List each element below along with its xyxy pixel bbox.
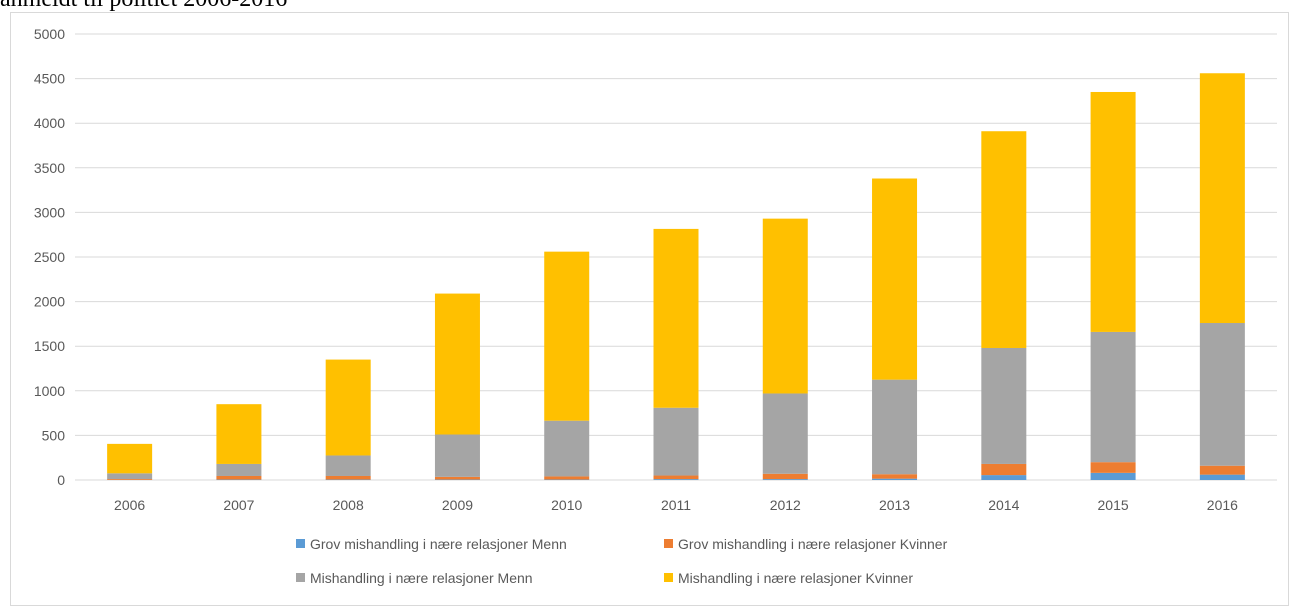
bar-segment bbox=[544, 476, 590, 480]
bar-segment bbox=[1090, 91, 1136, 332]
bar-segment bbox=[762, 479, 808, 480]
legend: Grov mishandling i nære relasjoner Menn G… bbox=[296, 536, 948, 586]
bar-segment bbox=[325, 359, 371, 456]
legend-item: Mishandling i nære relasjoner Menn bbox=[296, 570, 533, 586]
bar-segment bbox=[216, 475, 262, 480]
legend-swatch bbox=[296, 573, 305, 582]
y-tick-label: 3000 bbox=[34, 204, 65, 220]
legend-label: Grov mishandling i nære relasjoner Menn bbox=[310, 536, 567, 552]
chart-frame bbox=[10, 12, 1289, 606]
x-tick-label: 2008 bbox=[333, 497, 364, 513]
x-tick-label: 2012 bbox=[770, 497, 801, 513]
legend-item: Grov mishandling i nære relasjoner Kvinn… bbox=[664, 536, 948, 552]
bar-segment bbox=[872, 379, 918, 475]
bar-segment bbox=[1199, 73, 1245, 324]
bar-segment bbox=[981, 131, 1027, 348]
bar-segment bbox=[107, 443, 153, 474]
x-tick-label: 2009 bbox=[442, 497, 473, 513]
bar-segment bbox=[544, 420, 590, 477]
x-tick-label: 2014 bbox=[988, 497, 1019, 513]
y-tick-label: 2000 bbox=[34, 294, 65, 310]
x-tick-label: 2007 bbox=[223, 497, 254, 513]
bar-segment bbox=[762, 218, 808, 394]
bars bbox=[107, 73, 1245, 480]
y-tick-label: 4500 bbox=[34, 71, 65, 87]
bar-segment bbox=[107, 479, 153, 480]
y-tick-label: 500 bbox=[42, 427, 66, 443]
bar-segment bbox=[107, 473, 153, 480]
legend-label: Mishandling i nære relasjoner Menn bbox=[310, 570, 533, 586]
bar-segment bbox=[216, 404, 262, 464]
bar-segment bbox=[1090, 472, 1136, 480]
bar-segment bbox=[653, 228, 699, 408]
x-tick-label: 2011 bbox=[661, 497, 691, 513]
y-tick-label: 1500 bbox=[34, 338, 65, 354]
bar-segment bbox=[872, 474, 918, 479]
x-tick-label: 2006 bbox=[114, 497, 145, 513]
bar-segment bbox=[544, 251, 590, 421]
bar-segment bbox=[216, 463, 262, 476]
bar-segment bbox=[1090, 331, 1136, 463]
bar-segment bbox=[1199, 465, 1245, 475]
bar-segment bbox=[434, 434, 480, 477]
y-tick-label: 1000 bbox=[34, 383, 65, 399]
bar-segment bbox=[872, 478, 918, 480]
y-tick-label: 4000 bbox=[34, 115, 65, 131]
legend-swatch bbox=[296, 539, 305, 548]
y-tick-label: 3500 bbox=[34, 160, 65, 176]
bar-segment bbox=[653, 479, 699, 480]
bar-segment bbox=[981, 463, 1027, 476]
y-tick-label: 2500 bbox=[34, 249, 65, 265]
bar-segment bbox=[762, 473, 808, 480]
y-tick-label: 0 bbox=[57, 472, 65, 488]
y-axis-ticks: 0 500 1000 1500 2000 2500 3000 3500 4000 4500 5000 bbox=[34, 26, 65, 488]
gridlines bbox=[75, 33, 1277, 481]
bar-segment bbox=[1199, 474, 1245, 480]
bar-segment bbox=[325, 455, 371, 476]
bar-segment bbox=[1090, 462, 1136, 473]
x-axis-ticks: 2006 2007 2008 2009 2010 2011 2012 2013 2014 2015… bbox=[114, 497, 1238, 513]
x-tick-label: 2013 bbox=[879, 497, 910, 513]
bar-segment bbox=[981, 347, 1027, 464]
bar-segment bbox=[981, 475, 1027, 480]
legend-swatch bbox=[664, 539, 673, 548]
x-tick-label: 2016 bbox=[1207, 497, 1238, 513]
bar-segment bbox=[872, 178, 918, 380]
bar-segment bbox=[325, 475, 371, 480]
legend-item: Grov mishandling i nære relasjoner Menn bbox=[296, 536, 567, 552]
x-tick-label: 2015 bbox=[1098, 497, 1129, 513]
bar-segment bbox=[653, 407, 699, 476]
page-title: anmeldt til politiet 2006-2016 bbox=[0, 0, 1291, 16]
bar-segment bbox=[762, 393, 808, 474]
legend-label: Grov mishandling i nære relasjoner Kvinn… bbox=[678, 536, 948, 552]
legend-label: Mishandling i nære relasjoner Kvinner bbox=[678, 570, 913, 586]
bar-segment bbox=[434, 476, 480, 480]
y-tick-label: 5000 bbox=[34, 26, 65, 42]
bar-segment bbox=[434, 293, 480, 435]
bar-segment bbox=[653, 475, 699, 480]
legend-item: Mishandling i nære relasjoner Kvinner bbox=[664, 570, 913, 586]
bar-segment bbox=[1199, 323, 1245, 466]
x-tick-label: 2010 bbox=[551, 497, 582, 513]
legend-swatch bbox=[664, 573, 673, 582]
